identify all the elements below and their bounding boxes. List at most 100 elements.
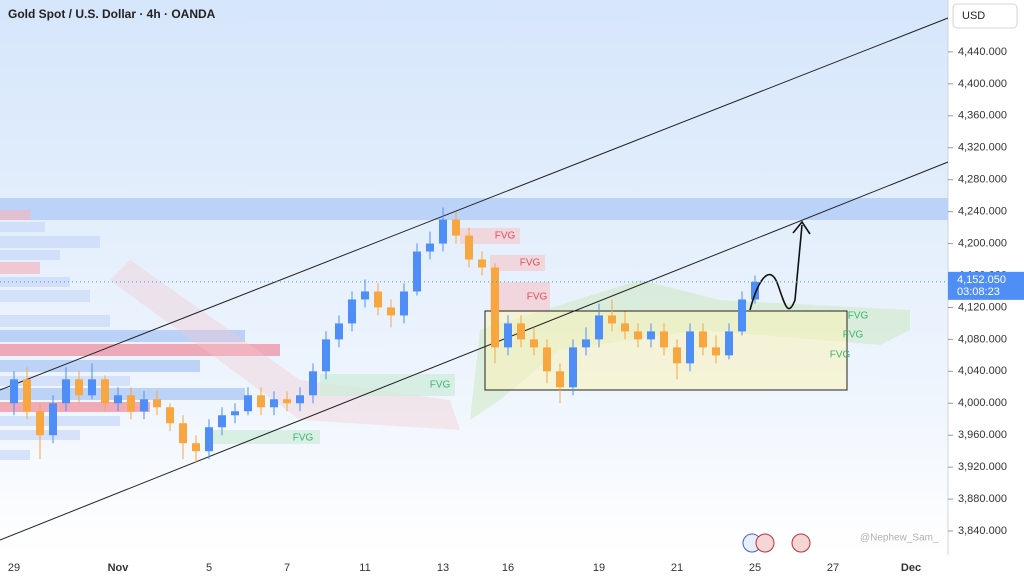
y-tick-label: 4,360.000 — [958, 110, 1007, 122]
countdown: 03:08:23 — [957, 286, 1000, 298]
candle-body — [556, 371, 564, 388]
x-tick-label: 7 — [284, 562, 290, 574]
candle-body — [23, 379, 31, 412]
candle-body — [114, 395, 122, 404]
candle-body — [621, 323, 629, 332]
y-tick-label: 3,840.000 — [958, 525, 1007, 537]
candle-body — [218, 415, 226, 428]
candle-body — [608, 315, 616, 324]
candle-body — [309, 371, 317, 396]
candle-body — [322, 339, 330, 372]
y-tick-label: 4,040.000 — [958, 365, 1007, 377]
candle-body — [751, 281, 759, 300]
y-tick-label: 4,120.000 — [958, 301, 1007, 313]
candle-body — [452, 219, 460, 236]
candle-body — [257, 395, 265, 408]
candle-body — [335, 323, 343, 340]
y-tick-label: 3,920.000 — [958, 461, 1007, 473]
x-tick-label: 19 — [593, 562, 605, 574]
fvg-zone — [460, 228, 520, 244]
candle-body — [504, 323, 512, 348]
cloud — [110, 260, 460, 430]
candle-body — [400, 291, 408, 316]
y-tick-label: 3,960.000 — [958, 429, 1007, 441]
candle-body — [179, 423, 187, 444]
candle-body — [699, 331, 707, 348]
candle-body — [88, 379, 96, 396]
fvg-label: FVG — [520, 258, 541, 269]
fvg-zone — [490, 282, 550, 312]
x-tick-label: 13 — [437, 562, 449, 574]
currency[interactable]: USD — [962, 10, 985, 22]
candle-body — [10, 379, 18, 404]
candle-body — [166, 407, 174, 424]
candle-body — [296, 395, 304, 404]
fvg-label: FVG — [293, 433, 314, 444]
x-tick-label: 11 — [359, 562, 370, 574]
candle-body — [75, 379, 83, 396]
chart-title: Gold Spot / U.S. Dollar · 4h · OANDA — [8, 7, 216, 21]
y-tick-label: 3,880.000 — [958, 493, 1007, 505]
candle-body — [478, 259, 486, 268]
x-tick-label: 29 — [8, 562, 20, 574]
candle-body — [270, 399, 278, 408]
candle-body — [595, 315, 603, 340]
fvg-label: FVG — [495, 231, 516, 242]
channel-lower — [0, 161, 949, 541]
candle-body — [647, 331, 655, 340]
candle-body — [348, 299, 356, 324]
fvg-zone — [210, 430, 320, 444]
candle-body — [660, 331, 668, 348]
candle-body — [426, 243, 434, 252]
candle-body — [140, 399, 148, 412]
candle-body — [439, 219, 447, 244]
candle-body — [62, 379, 70, 404]
fvg-zone — [490, 255, 545, 271]
y-tick-label: 4,080.000 — [958, 333, 1007, 345]
y-tick-label: 4,200.000 — [958, 237, 1007, 249]
candle-body — [127, 395, 135, 412]
candle-body — [582, 339, 590, 348]
projection-arrow — [749, 224, 803, 311]
candle-body — [738, 299, 746, 332]
candle-body — [36, 411, 44, 436]
currency-button[interactable] — [952, 3, 1018, 29]
y-tick-label: 4,320.000 — [958, 142, 1007, 154]
range-box — [484, 310, 848, 391]
channel-upper — [0, 17, 949, 391]
candle-body — [361, 291, 369, 300]
x-tick-label: 16 — [502, 562, 514, 574]
candle-body — [153, 399, 161, 408]
y-tick-label: 4,280.000 — [958, 174, 1007, 186]
y-tick-label: 4,240.000 — [958, 206, 1007, 218]
fvg-label: FVG — [430, 380, 451, 391]
x-tick-label: 21 — [671, 562, 683, 574]
candle-body — [192, 443, 200, 452]
candle-body — [517, 323, 525, 340]
candle-body — [634, 331, 642, 340]
candle-body — [530, 339, 538, 348]
candle-body — [205, 427, 213, 452]
supply-zone — [0, 198, 948, 220]
y-tick-label: 4,400.000 — [958, 78, 1007, 90]
candle-body — [543, 347, 551, 372]
event-icons — [742, 533, 811, 553]
watermark: @Nephew_Sam_ — [860, 533, 939, 544]
x-tick-label: 25 — [749, 562, 761, 574]
candle-body — [101, 379, 109, 404]
fvg-label: FVG — [527, 292, 548, 303]
candle-body — [491, 267, 499, 348]
y-tick-label: 4,440.000 — [958, 46, 1007, 58]
fvg-label: FVG — [848, 311, 869, 322]
x-tick-label: Dec — [901, 562, 921, 574]
candle-body — [244, 395, 252, 412]
candle-body — [231, 411, 239, 416]
candle-body — [686, 331, 694, 364]
candle-body — [387, 307, 395, 316]
y-tick-label: 4,000.000 — [958, 397, 1007, 409]
x-tick-label: 27 — [827, 562, 839, 574]
fvg-label: FVG — [830, 350, 851, 361]
candle-body — [413, 251, 421, 292]
candle-body — [712, 347, 720, 356]
